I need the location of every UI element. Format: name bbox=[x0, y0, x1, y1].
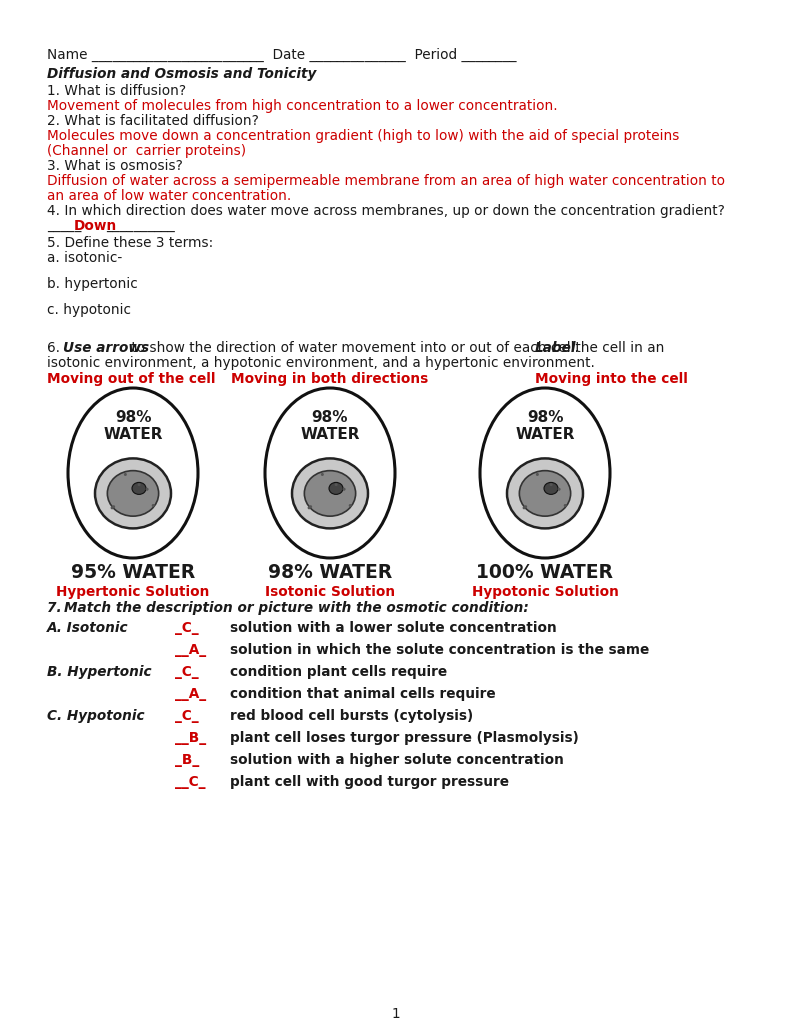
Text: Moving out of the cell: Moving out of the cell bbox=[47, 372, 215, 386]
Ellipse shape bbox=[124, 473, 127, 476]
Text: 7.: 7. bbox=[47, 601, 66, 615]
Text: Hypotonic Solution: Hypotonic Solution bbox=[471, 585, 619, 599]
Text: to show the direction of water movement into or out of each cell.: to show the direction of water movement … bbox=[127, 341, 583, 355]
Ellipse shape bbox=[329, 482, 343, 495]
Text: A. Isotonic: A. Isotonic bbox=[47, 621, 129, 635]
Ellipse shape bbox=[507, 459, 583, 528]
Text: 100% WATER: 100% WATER bbox=[476, 563, 614, 582]
Ellipse shape bbox=[68, 388, 198, 558]
Text: Isotonic Solution: Isotonic Solution bbox=[265, 585, 395, 599]
Ellipse shape bbox=[152, 504, 155, 507]
Text: 1. What is diffusion?: 1. What is diffusion? bbox=[47, 84, 186, 98]
Text: 4. In which direction does water move across membranes, up or down the concentra: 4. In which direction does water move ac… bbox=[47, 204, 725, 218]
Text: Moving into the cell: Moving into the cell bbox=[535, 372, 688, 386]
Text: _____: _____ bbox=[47, 219, 81, 233]
Text: __C_: __C_ bbox=[175, 775, 206, 790]
Text: Diffusion of water across a semipermeable membrane from an area of high water co: Diffusion of water across a semipermeabl… bbox=[47, 174, 725, 188]
Text: 98%
WATER: 98% WATER bbox=[104, 410, 163, 442]
Text: Down: Down bbox=[74, 219, 117, 233]
Ellipse shape bbox=[305, 471, 356, 516]
Text: an area of low water concentration.: an area of low water concentration. bbox=[47, 189, 291, 203]
Text: the cell in an: the cell in an bbox=[571, 341, 664, 355]
Ellipse shape bbox=[265, 388, 395, 558]
Text: _C_: _C_ bbox=[175, 665, 199, 679]
Ellipse shape bbox=[550, 483, 553, 486]
Text: b. hypertonic: b. hypertonic bbox=[47, 278, 138, 291]
Text: 2. What is facilitated diffusion?: 2. What is facilitated diffusion? bbox=[47, 114, 259, 128]
Ellipse shape bbox=[309, 505, 312, 508]
Text: Name _________________________  Date ______________  Period ________: Name _________________________ Date ____… bbox=[47, 48, 517, 62]
Text: 3. What is osmosis?: 3. What is osmosis? bbox=[47, 159, 183, 173]
Text: Movement of molecules from high concentration to a lower concentration.: Movement of molecules from high concentr… bbox=[47, 99, 558, 113]
Ellipse shape bbox=[112, 505, 115, 508]
Text: Label: Label bbox=[535, 341, 577, 355]
Ellipse shape bbox=[343, 487, 346, 490]
Ellipse shape bbox=[335, 483, 338, 486]
Text: 98%
WATER: 98% WATER bbox=[515, 410, 575, 442]
Ellipse shape bbox=[558, 487, 561, 490]
Text: solution with a lower solute concentration: solution with a lower solute concentrati… bbox=[230, 621, 557, 635]
Text: solution in which the solute concentration is the same: solution in which the solute concentrati… bbox=[230, 643, 649, 657]
Text: c. hypotonic: c. hypotonic bbox=[47, 303, 131, 317]
Ellipse shape bbox=[111, 506, 114, 509]
Text: 95% WATER: 95% WATER bbox=[71, 563, 195, 582]
Text: plant cell with good turgor pressure: plant cell with good turgor pressure bbox=[230, 775, 509, 790]
Text: _C_: _C_ bbox=[175, 621, 199, 635]
Text: Hypertonic Solution: Hypertonic Solution bbox=[56, 585, 210, 599]
Ellipse shape bbox=[146, 487, 149, 490]
Text: (Channel or  carrier proteins): (Channel or carrier proteins) bbox=[47, 144, 246, 158]
Ellipse shape bbox=[524, 505, 527, 508]
Text: 6.: 6. bbox=[47, 341, 64, 355]
Text: Moving in both directions: Moving in both directions bbox=[232, 372, 429, 386]
Text: condition that animal cells require: condition that animal cells require bbox=[230, 687, 496, 701]
Ellipse shape bbox=[520, 471, 570, 516]
Text: Match the description or picture with the osmotic condition:: Match the description or picture with th… bbox=[64, 601, 529, 615]
Ellipse shape bbox=[349, 504, 352, 507]
Text: Diffusion and Osmosis and Tonicity: Diffusion and Osmosis and Tonicity bbox=[47, 67, 316, 81]
Text: Molecules move down a concentration gradient (high to low) with the aid of speci: Molecules move down a concentration grad… bbox=[47, 129, 679, 143]
Text: _B_: _B_ bbox=[175, 753, 199, 767]
Ellipse shape bbox=[292, 459, 368, 528]
Ellipse shape bbox=[108, 471, 159, 516]
Ellipse shape bbox=[308, 506, 311, 509]
Ellipse shape bbox=[536, 473, 539, 476]
Text: 1: 1 bbox=[392, 1007, 399, 1021]
Ellipse shape bbox=[564, 504, 566, 507]
Text: C. Hypotonic: C. Hypotonic bbox=[47, 709, 145, 723]
Text: solution with a higher solute concentration: solution with a higher solute concentrat… bbox=[230, 753, 564, 767]
Text: a. isotonic-: a. isotonic- bbox=[47, 251, 123, 265]
Text: __________: __________ bbox=[106, 219, 175, 233]
Ellipse shape bbox=[95, 459, 171, 528]
Text: __A_: __A_ bbox=[175, 643, 206, 657]
Text: _C_: _C_ bbox=[175, 709, 199, 723]
Text: red blood cell bursts (cytolysis): red blood cell bursts (cytolysis) bbox=[230, 709, 473, 723]
Text: B. Hypertonic: B. Hypertonic bbox=[47, 665, 152, 679]
Ellipse shape bbox=[138, 483, 141, 486]
Text: 5. Define these 3 terms:: 5. Define these 3 terms: bbox=[47, 236, 214, 250]
Text: __B_: __B_ bbox=[175, 731, 206, 745]
Ellipse shape bbox=[132, 482, 146, 495]
Text: 98%
WATER: 98% WATER bbox=[301, 410, 360, 442]
Text: 98% WATER: 98% WATER bbox=[268, 563, 392, 582]
Ellipse shape bbox=[544, 482, 558, 495]
Ellipse shape bbox=[523, 506, 525, 509]
Text: __A_: __A_ bbox=[175, 687, 206, 701]
Text: condition plant cells require: condition plant cells require bbox=[230, 665, 447, 679]
Text: isotonic environment, a hypotonic environment, and a hypertonic environment.: isotonic environment, a hypotonic enviro… bbox=[47, 356, 595, 370]
Text: plant cell loses turgor pressure (Plasmolysis): plant cell loses turgor pressure (Plasmo… bbox=[230, 731, 579, 745]
Ellipse shape bbox=[321, 473, 324, 476]
Ellipse shape bbox=[480, 388, 610, 558]
Text: Use arrows: Use arrows bbox=[63, 341, 149, 355]
